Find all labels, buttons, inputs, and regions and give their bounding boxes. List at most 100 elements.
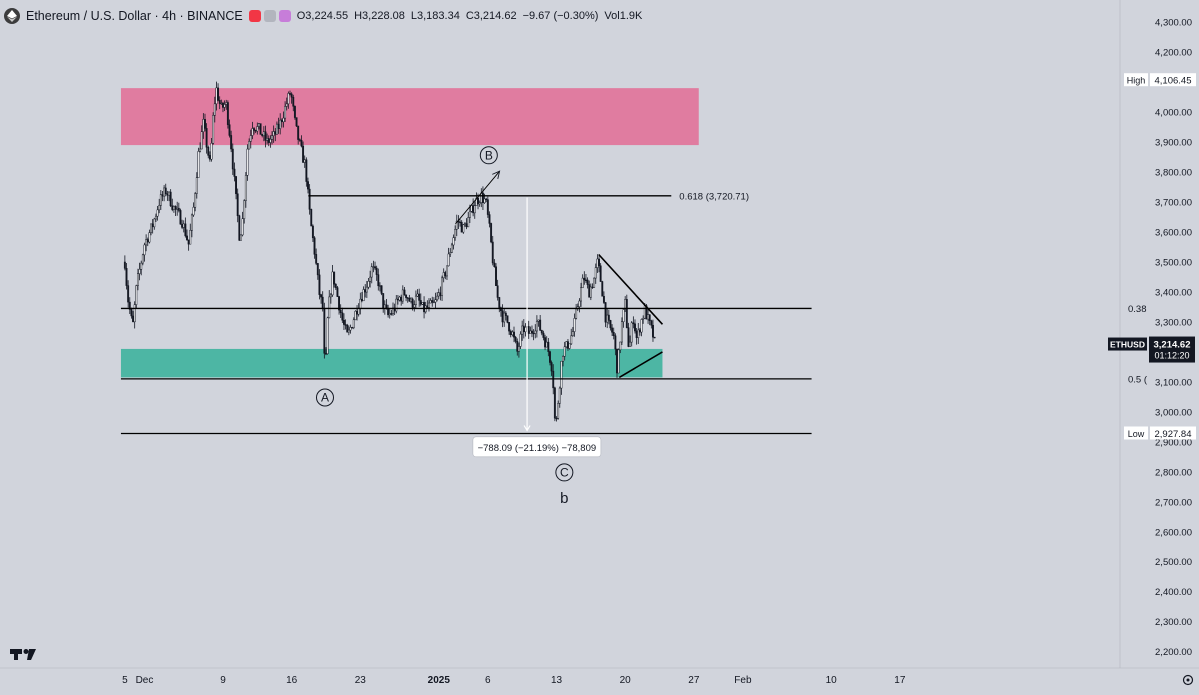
- eye-icon[interactable]: [263, 10, 276, 22]
- candle: [128, 297, 131, 314]
- candle: [632, 316, 635, 329]
- volume-value: Vol1.9K: [604, 10, 643, 22]
- candle: [650, 319, 653, 329]
- candle: [434, 292, 437, 309]
- candle: [370, 263, 373, 284]
- candle: [390, 309, 393, 316]
- candle: [127, 280, 130, 308]
- low-tag-value-bg: [1150, 426, 1196, 440]
- x-tick-label: Feb: [734, 675, 752, 686]
- candle: [550, 360, 553, 376]
- candle: [634, 319, 636, 334]
- candle: [181, 219, 184, 230]
- candle: [583, 271, 586, 285]
- candle: [488, 211, 491, 228]
- candle: [647, 309, 650, 324]
- candle: [230, 130, 233, 153]
- ethereum-icon: [4, 8, 20, 24]
- candle: [154, 213, 157, 223]
- candle: [511, 330, 514, 337]
- candle: [638, 327, 641, 336]
- settings-gear-icon: [1182, 674, 1194, 686]
- candle: [151, 219, 154, 234]
- candle: [447, 247, 450, 267]
- candle: [145, 234, 148, 252]
- candle: [503, 308, 506, 327]
- candle: [271, 131, 273, 145]
- candle: [403, 287, 406, 296]
- candle: [436, 292, 439, 302]
- candle: [509, 329, 512, 338]
- candle: [253, 126, 255, 135]
- candle: [164, 183, 167, 197]
- candle: [635, 328, 638, 345]
- y-tick-label: 2,800.00: [1155, 467, 1192, 478]
- candle: [405, 294, 408, 302]
- x-tick-label: 5: [122, 675, 128, 686]
- y-tick-label: 3,700.00: [1155, 198, 1192, 209]
- candle: [228, 119, 231, 138]
- candle: [396, 294, 399, 305]
- candle: [652, 319, 654, 342]
- candle: [212, 112, 215, 145]
- candle: [437, 288, 440, 300]
- x-tick-label: 17: [894, 675, 906, 686]
- candle: [329, 293, 332, 304]
- purple-alert-icon[interactable]: [278, 10, 291, 22]
- candle: [375, 265, 378, 281]
- candle: [521, 320, 524, 341]
- candle: [251, 121, 254, 140]
- candle: [450, 242, 453, 253]
- candle: [302, 141, 305, 163]
- candle: [414, 290, 417, 309]
- candle: [612, 327, 615, 340]
- candle: [392, 302, 394, 316]
- candle: [290, 92, 293, 104]
- candle: [236, 188, 239, 223]
- candle: [158, 198, 161, 214]
- y-tick-label: 2,300.00: [1155, 617, 1192, 628]
- candle: [431, 296, 434, 307]
- candle: [249, 129, 252, 149]
- symbol-title[interactable]: Ethereum / U.S. Dollar · 4h · BINANCE: [26, 9, 243, 23]
- candle: [454, 225, 457, 241]
- candle: [558, 386, 561, 408]
- red-flag-icon[interactable]: [248, 10, 261, 22]
- candle: [328, 290, 331, 319]
- low-tag-value: 2,927.84: [1155, 429, 1192, 440]
- candle: [495, 263, 497, 286]
- candle: [264, 125, 267, 148]
- ohlc-change: −9.67 (−0.30%): [522, 10, 599, 22]
- x-tick-label: 16: [286, 675, 298, 686]
- candle: [356, 305, 358, 321]
- ohlc-high: H3,228.08: [354, 10, 405, 22]
- current-price-tag-timer: 01:12:20: [1154, 351, 1189, 361]
- candle: [130, 307, 133, 319]
- wave-label-B: B: [485, 148, 493, 162]
- measure-arrow: [523, 425, 531, 432]
- candle: [293, 105, 296, 120]
- triangle-lower-line: [618, 351, 663, 379]
- candle: [568, 343, 571, 350]
- candle: [537, 319, 540, 327]
- candle: [504, 311, 507, 321]
- candle: [426, 300, 429, 309]
- high-tag-title: High: [1127, 76, 1146, 86]
- candle: [284, 101, 287, 122]
- candle: [622, 309, 625, 328]
- candle: [341, 307, 344, 324]
- candle: [446, 265, 448, 281]
- candle: [468, 204, 471, 223]
- candle: [524, 323, 527, 337]
- candle: [625, 294, 628, 329]
- candle: [137, 268, 139, 291]
- candle: [298, 138, 301, 142]
- y-tick-label: 2,600.00: [1155, 527, 1192, 538]
- candle: [360, 292, 363, 303]
- candle: [143, 242, 146, 262]
- current-price-tag-symbol-bg: [1108, 337, 1147, 351]
- candle: [553, 386, 556, 422]
- candle: [184, 217, 187, 238]
